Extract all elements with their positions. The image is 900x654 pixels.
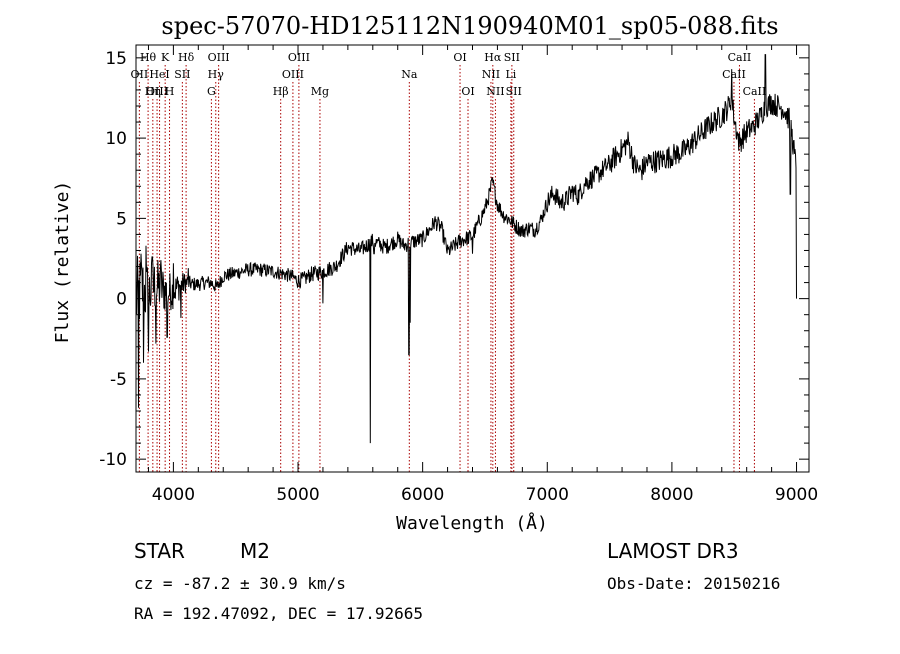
plot-frame [135,44,810,473]
spectral-line-label: Hθ [140,51,157,64]
spectral-line-label: H [165,85,175,98]
spectral-line-label: Hβ [273,85,289,98]
spectral-line-label: CaII [743,85,767,98]
spectral-line-label: Mg [311,85,329,98]
spectral-line-label: CaII [728,51,752,64]
x-tick-label: 5000 [276,485,319,505]
x-tick-label: 4000 [152,485,195,505]
spectral-line-label: HeI [149,68,169,81]
spectral-line-label: SII [506,85,522,98]
y-tick-label: 15 [105,49,127,69]
y-tick-label: 5 [116,209,127,229]
spectral-line-label: Li [505,68,516,81]
object-subclass: M2 [240,539,270,563]
spectral-line-label: G [207,85,216,98]
y-tick-label: -5 [110,370,127,390]
x-tick-label: 7000 [526,485,569,505]
spectral-line-label: NII [482,68,500,81]
x-axis-label: Wavelength (Å) [396,512,548,534]
spectral-line-label: OIII [146,85,168,98]
spectral-line-label: NII [486,85,504,98]
y-axis-ticks: -10 -5 0 5 10 15 [99,49,809,470]
spectral-line-label: Hα [484,51,502,64]
spectral-line-label: CaII [722,68,746,81]
spectral-line-label: SII [504,51,520,64]
spectral-line-label: OIII [282,68,304,81]
y-tick-label: 10 [105,129,127,149]
spectral-line-label: OII [131,68,149,81]
object-class: STAR [134,539,185,563]
spectral-line-label: K [161,51,170,64]
spectral-line-label: OIII [208,51,230,64]
spectral-line-label: Hη [145,85,161,98]
spectral-line-label: OI [453,51,466,64]
observation-date: Obs-Date: 20150216 [607,574,780,593]
survey-name: LAMOST DR3 [607,539,739,563]
x-tick-label: 6000 [401,485,444,505]
spectral-line-label: Hδ [178,51,195,64]
spectral-line-label: Hγ [208,68,225,81]
spectral-line-labels: Hθ OII OIII K HeI Hη SII H Hδ OIII Hγ G OIII OIII Hβ Mg… [131,51,767,98]
spectral-line-label: OIII [288,51,310,64]
spectral-line-label: SII [174,68,190,81]
spectral-line-label: Na [401,68,418,81]
x-tick-label: 8000 [650,485,693,505]
spectral-line-label: OI [461,85,474,98]
spectrum-line [135,54,797,444]
x-axis-ticks: 4000 5000 6000 7000 8000 9000 [147,45,818,505]
coordinates-line: RA = 192.47092, DEC = 17.92665 [134,604,423,623]
chart-title: spec-57070-HD125112N190940M01_sp05-088.f… [161,12,778,40]
y-tick-label: 0 [116,290,127,310]
y-axis-label: Flux (relative) [52,181,73,344]
redshift-line: cz = -87.2 ± 30.9 km/s [134,574,346,593]
x-tick-label: 9000 [775,485,818,505]
y-tick-label: -10 [99,450,127,470]
